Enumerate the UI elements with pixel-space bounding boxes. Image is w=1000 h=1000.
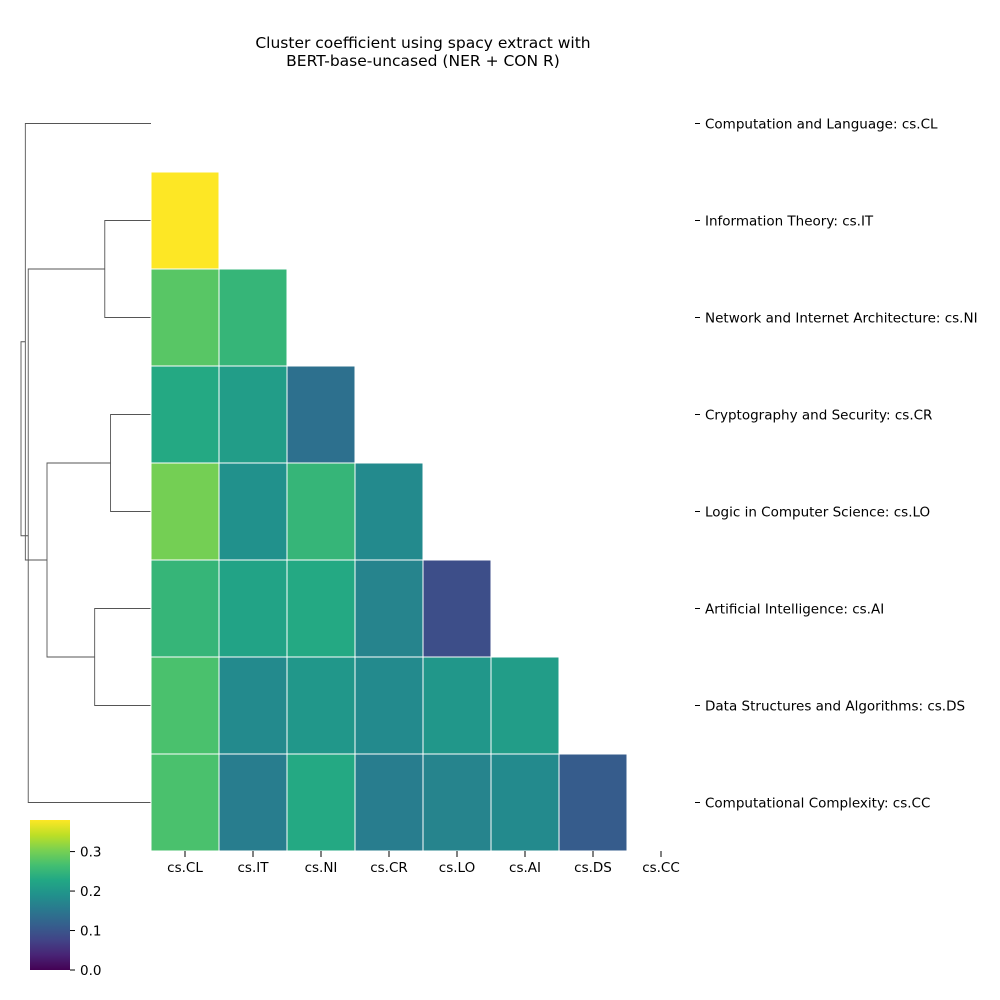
heatmap-cell <box>150 559 220 658</box>
x-tick-label: cs.CC <box>642 860 680 876</box>
y-tick-label: Logic in Computer Science: cs.LO <box>705 505 930 521</box>
dendrogram-link <box>110 414 151 512</box>
heatmap-cell <box>490 753 560 852</box>
heatmap-cell <box>558 753 628 852</box>
heatmap-cell <box>218 656 288 755</box>
heatmap-cell <box>150 656 220 755</box>
colorbar-gradient <box>30 820 70 970</box>
heatmap-cell <box>218 462 288 561</box>
dendrogram-link <box>24 123 151 561</box>
heatmap-cell <box>422 753 492 852</box>
heatmap-cell <box>354 656 424 755</box>
heatmap-cell <box>286 753 356 852</box>
dendrogram-link <box>46 462 111 658</box>
x-tick-label: cs.IT <box>238 860 270 876</box>
colorbar-tick-label: 0.2 <box>80 884 101 900</box>
heatmap-cell <box>354 559 424 658</box>
y-tick-label: Artificial Intelligence: cs.AI <box>705 602 884 618</box>
x-tick-label: cs.LO <box>439 860 475 876</box>
heatmap-cell <box>218 365 288 464</box>
heatmap-cells <box>150 171 628 852</box>
x-tick-label: cs.CL <box>167 860 203 876</box>
y-tick-label: Network and Internet Architecture: cs.NI <box>705 311 978 327</box>
dendrogram-link <box>20 341 29 537</box>
dendrogram-link <box>104 220 151 318</box>
row-dendrogram <box>20 123 151 803</box>
heatmap-cell <box>150 268 220 367</box>
x-tick-label: cs.AI <box>509 860 541 876</box>
heatmap-cell <box>286 656 356 755</box>
heatmap-cell <box>422 559 492 658</box>
heatmap-cell <box>286 559 356 658</box>
heatmap-cell <box>150 462 220 561</box>
x-tick-label: cs.DS <box>574 860 612 876</box>
y-tick-label: Data Structures and Algorithms: cs.DS <box>705 699 965 715</box>
y-axis-labels: Computation and Language: cs.CL Informati… <box>695 117 978 812</box>
chart-title-line-2: BERT-base-uncased (NER + CON R) <box>286 52 560 70</box>
y-tick-label: Computational Complexity: cs.CC <box>705 796 930 812</box>
dendrogram-link <box>94 608 151 706</box>
heatmap-cell <box>218 268 288 367</box>
colorbar-tick-label: 0.1 <box>80 924 101 940</box>
heatmap-cell <box>218 559 288 658</box>
colorbar: 0.0 0.1 0.2 0.3 <box>30 820 101 979</box>
x-tick-label: cs.NI <box>305 860 338 876</box>
heatmap-cell <box>354 753 424 852</box>
heatmap-cell <box>490 656 560 755</box>
chart-title-line-1: Cluster coefficient using spacy extract … <box>255 34 590 52</box>
heatmap-cell <box>150 171 220 270</box>
heatmap-cell <box>286 365 356 464</box>
y-tick-label: Cryptography and Security: cs.CR <box>705 408 932 424</box>
colorbar-tick-label: 0.0 <box>80 963 101 979</box>
x-axis-labels: cs.CL cs.IT cs.NI cs.CR cs.LO cs.AI cs.DS cs.CC <box>167 851 680 876</box>
heatmap-cell <box>150 365 220 464</box>
y-tick-label: Computation and Language: cs.CL <box>705 117 938 133</box>
y-tick-label: Information Theory: cs.IT <box>705 214 874 230</box>
heatmap-cell <box>422 656 492 755</box>
heatmap-cell <box>286 462 356 561</box>
heatmap-cell <box>150 753 220 852</box>
x-tick-label: cs.CR <box>370 860 408 876</box>
heatmap-cell <box>354 462 424 561</box>
colorbar-tick-label: 0.3 <box>80 845 101 861</box>
heatmap-cell <box>218 753 288 852</box>
